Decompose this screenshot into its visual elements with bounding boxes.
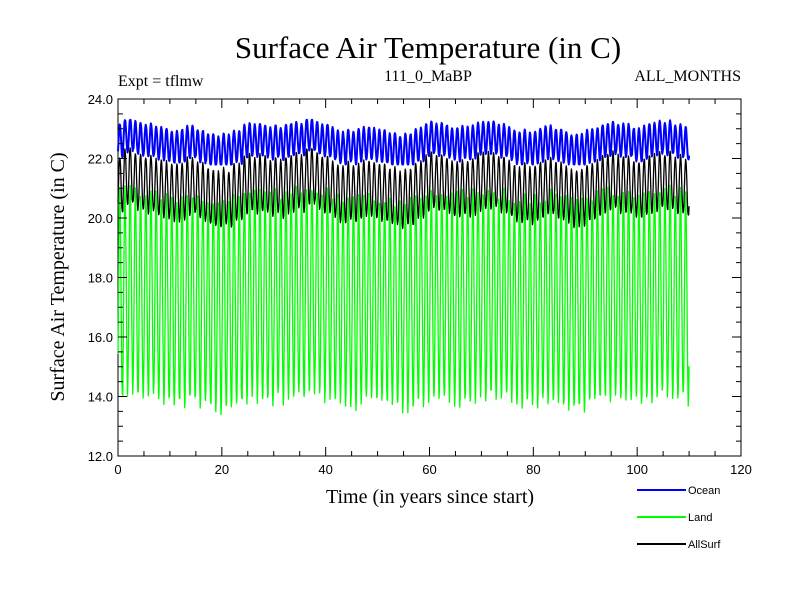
legend-label-land: Land [688, 512, 712, 524]
y-tick-label: 24.0 [88, 92, 113, 107]
expt-label: Expt = tflmw [118, 73, 204, 90]
y-tick-label: 12.0 [88, 449, 113, 464]
x-axis-label: Time (in years since start) [326, 486, 534, 508]
x-tick-label: 80 [526, 462, 540, 477]
x-tick-label: 100 [626, 462, 648, 477]
x-tick-label: 20 [215, 462, 229, 477]
x-tick-label: 0 [114, 462, 121, 477]
months-label: ALL_MONTHS [634, 68, 741, 85]
y-tick-label: 14.0 [88, 390, 113, 405]
series-layer [117, 118, 691, 416]
x-tick-label: 40 [318, 462, 332, 477]
legend-label-allsurf: AllSurf [688, 539, 721, 551]
tick-layer: 0 20 40 60 80 100 120 12.0 14.0 16.0 18.0 20.0 22.0 2… [88, 92, 752, 477]
y-tick-label: 18.0 [88, 271, 113, 286]
y-tick-label: 16.0 [88, 330, 113, 345]
series-line-land [117, 184, 690, 416]
x-tick-label: 120 [730, 462, 752, 477]
legend: Ocean Land AllSurf [637, 485, 721, 551]
y-tick-label: 20.0 [88, 211, 113, 226]
x-tick-label: 60 [422, 462, 436, 477]
series-line-ocean [117, 118, 691, 166]
chart-title: Surface Air Temperature (in C) [235, 30, 621, 65]
y-axis-label: Surface Air Temperature (in C) [47, 152, 69, 401]
y-tick-label: 22.0 [88, 152, 113, 167]
legend-label-ocean: Ocean [688, 485, 720, 497]
chart-subtitle: 111_0_MaBP [384, 68, 472, 85]
series-line-allsurf [117, 147, 690, 230]
